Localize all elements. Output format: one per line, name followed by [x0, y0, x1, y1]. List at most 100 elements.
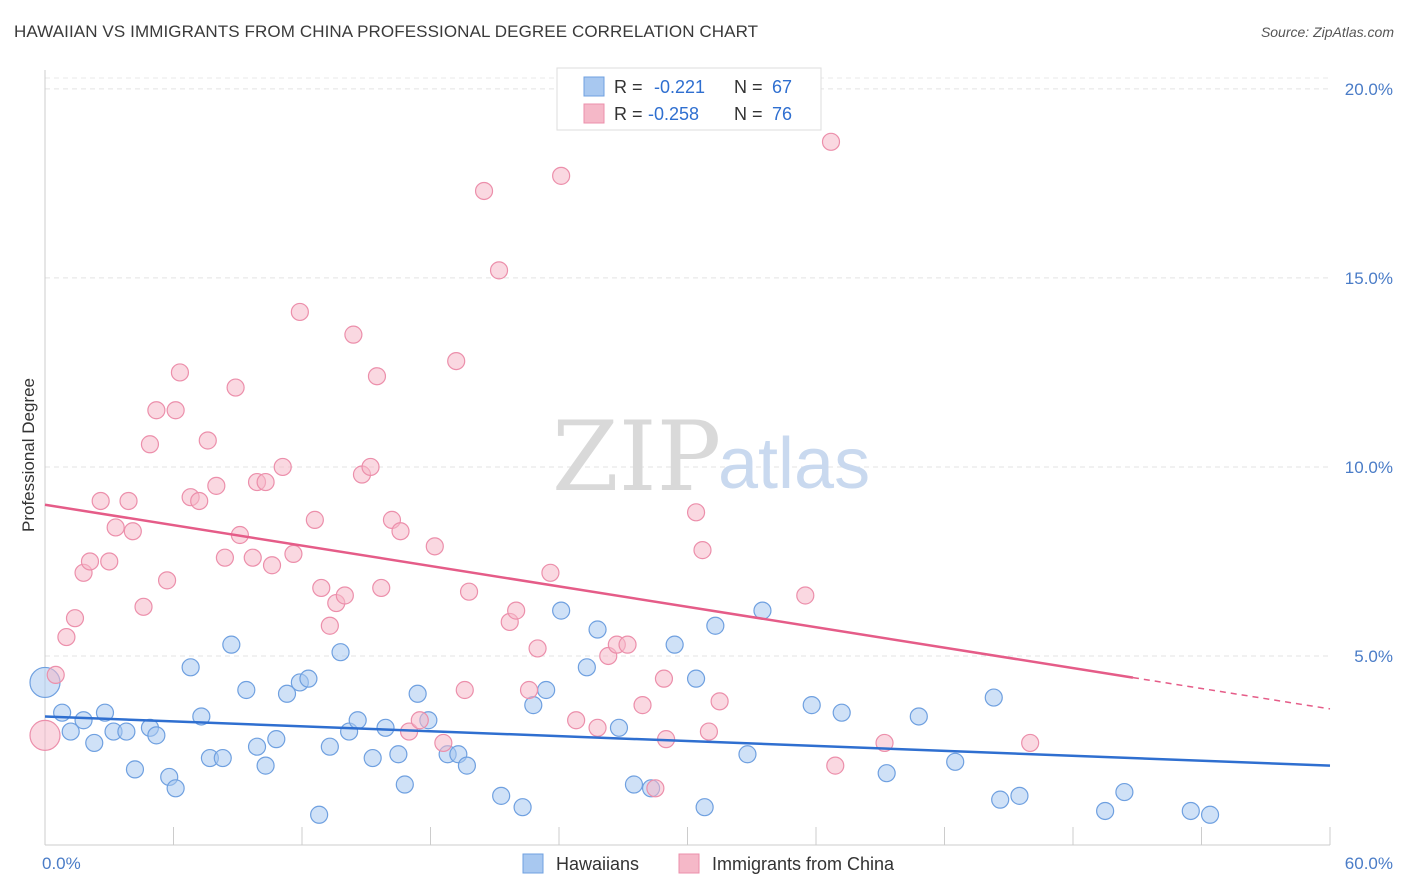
legend-r-value-1: -0.221 [654, 77, 705, 97]
point-china [710, 692, 729, 711]
point-china [305, 510, 324, 529]
y-tick-label: 5.0% [1354, 647, 1393, 666]
chart-title: HAWAIIAN VS IMMIGRANTS FROM CHINA PROFES… [14, 22, 759, 41]
y-tick-label: 20.0% [1345, 80, 1393, 99]
point-china [447, 351, 466, 371]
point-china [100, 552, 119, 571]
point-hawaiians [348, 711, 367, 730]
point-china [686, 503, 706, 522]
y-tick-label: 15.0% [1345, 269, 1393, 288]
point-hawaiians [991, 790, 1010, 809]
point-china [588, 718, 607, 737]
point-china [552, 166, 571, 185]
point-hawaiians [686, 669, 706, 688]
point-hawaiians [53, 703, 72, 722]
legend-r-label-2: R = [614, 104, 643, 124]
point-china [459, 582, 479, 601]
point-hawaiians [513, 798, 532, 817]
point-china [646, 779, 665, 798]
watermark: ZIP atlas [552, 401, 870, 513]
point-china [262, 556, 282, 575]
point-hawaiians [984, 688, 1003, 707]
point-china [157, 571, 177, 590]
point-hawaiians [588, 620, 607, 639]
point-china [166, 401, 185, 420]
point-hawaiians [492, 786, 511, 805]
point-hawaiians [310, 805, 329, 824]
trend-line-china-extension [1132, 676, 1331, 710]
point-china [170, 363, 190, 382]
point-hawaiians [706, 616, 725, 635]
watermark-zip: ZIP [552, 401, 721, 513]
point-china [633, 696, 652, 715]
point-china [391, 522, 410, 541]
point-china [215, 548, 234, 567]
point-china [489, 261, 509, 280]
point-china [57, 627, 76, 647]
point-china [826, 756, 845, 775]
y-tick-labels: 5.0% 10.0% 15.0% 20.0% [1345, 80, 1393, 666]
legend-n-label-1: N = [734, 77, 763, 97]
point-china [290, 302, 309, 322]
grid-lines [45, 77, 1330, 657]
legend-swatch-hawaiians [583, 76, 605, 97]
point-china [123, 522, 142, 541]
point-hawaiians [877, 764, 896, 783]
x-tick-label-max: 60.0% [1345, 854, 1393, 873]
point-china [226, 378, 245, 397]
point-hawaiians [738, 745, 757, 764]
point-hawaiians [665, 635, 684, 654]
point-hawaiians [85, 733, 104, 753]
point-hawaiians [552, 601, 571, 620]
point-hawaiians [213, 748, 232, 768]
legend-r-value-2: -0.258 [648, 104, 699, 124]
point-hawaiians [117, 722, 136, 741]
legend-swatch-china [583, 103, 605, 124]
trend-lines [44, 503, 1331, 767]
point-china [367, 367, 387, 386]
point-hawaiians [1115, 782, 1134, 802]
point-hawaiians [277, 684, 297, 703]
point-hawaiians [181, 658, 200, 677]
point-hawaiians [802, 696, 821, 715]
point-china [190, 491, 209, 511]
point-hawaiians [1200, 805, 1220, 824]
point-hawaiians [695, 798, 714, 817]
point-china [699, 722, 719, 741]
point-china [410, 711, 429, 730]
point-hawaiians [537, 680, 556, 700]
point-china [147, 401, 166, 420]
point-china [455, 680, 474, 700]
point-hawaiians [61, 722, 80, 741]
point-china [821, 132, 841, 151]
point-hawaiians [1181, 801, 1200, 821]
point-hawaiians [408, 684, 427, 703]
trend-line-hawaiians [44, 715, 1331, 767]
point-hawaiians [395, 775, 414, 794]
point-hawaiians [331, 643, 350, 662]
stats-legend: R = -0.221 N = 67 R = -0.258 N = 76 [556, 67, 822, 131]
point-china [541, 563, 560, 582]
point-china [335, 586, 354, 605]
point-china [140, 435, 160, 454]
point-hawaiians [832, 703, 851, 722]
point-hawaiians [363, 748, 382, 768]
point-china [207, 476, 226, 495]
point-hawaiians [166, 779, 185, 798]
point-hawaiians [376, 718, 395, 737]
point-hawaiians [299, 669, 318, 688]
legend-n-value-1: 67 [772, 77, 792, 97]
point-china [312, 578, 331, 598]
point-china [372, 578, 391, 598]
point-china [434, 733, 453, 753]
point-china [119, 491, 138, 511]
source-credit: Source: ZipAtlas.com [1260, 24, 1394, 40]
point-hawaiians [192, 707, 211, 726]
point-china [106, 518, 125, 537]
point-hawaiians [74, 711, 93, 730]
legend-n-value-2: 76 [772, 104, 792, 124]
point-china [134, 597, 153, 616]
point-china [474, 181, 494, 201]
bottom-legend-swatch-china [678, 853, 700, 874]
point-hawaiians [267, 730, 286, 749]
